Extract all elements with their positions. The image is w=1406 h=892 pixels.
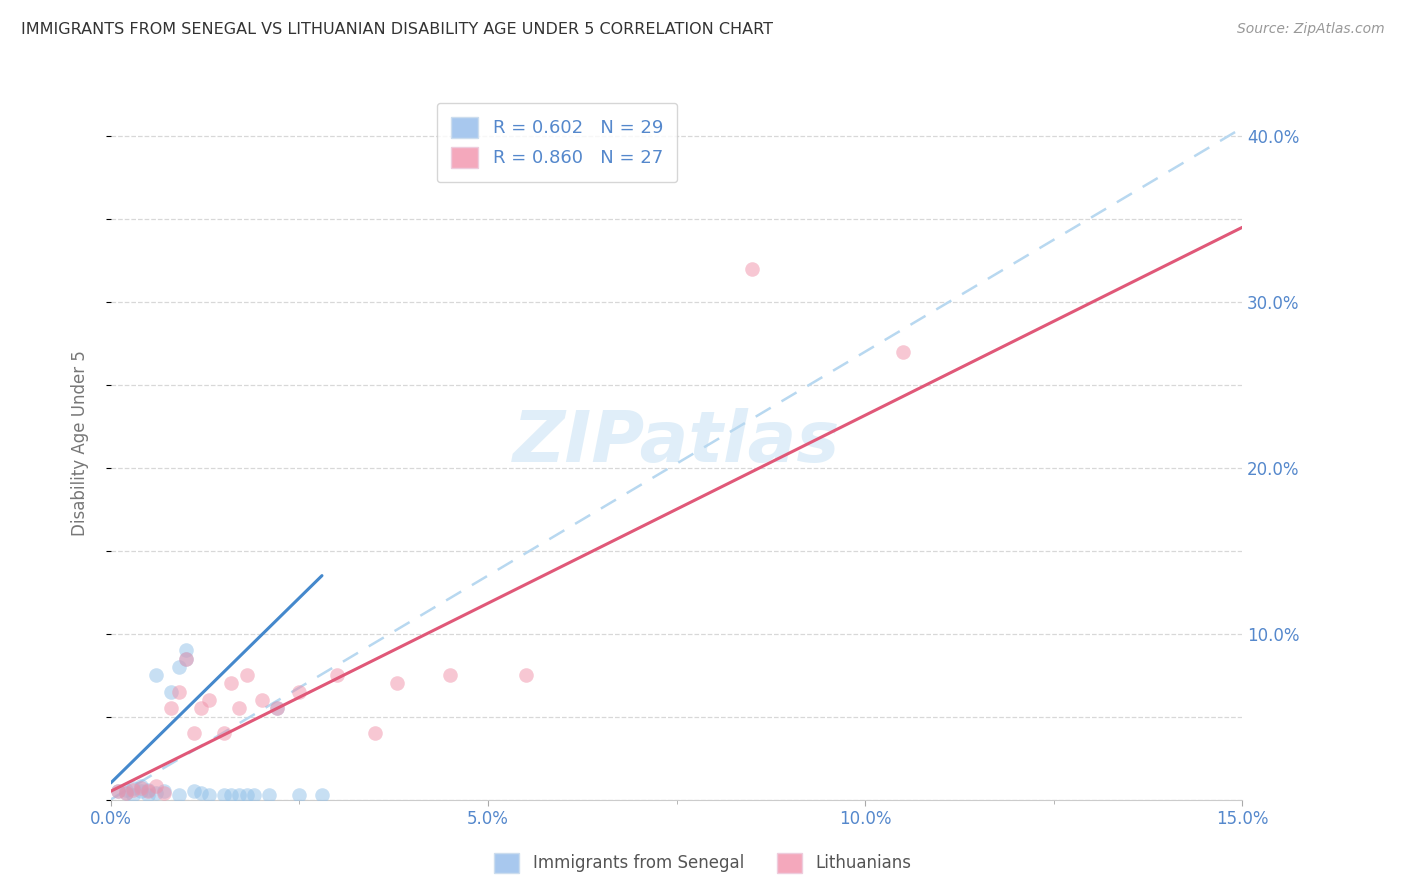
Point [183, 726, 205, 740]
Point [891, 344, 914, 359]
Point [167, 684, 190, 698]
Point [741, 261, 763, 276]
Legend: Immigrants from Senegal, Lithuanians: Immigrants from Senegal, Lithuanians [488, 847, 918, 880]
Point [174, 651, 197, 665]
Point [107, 784, 129, 798]
Point [122, 782, 145, 797]
Point [145, 779, 167, 793]
Point [122, 780, 145, 795]
Point [129, 780, 152, 795]
Point [228, 788, 250, 802]
Point [160, 684, 183, 698]
Point [115, 786, 138, 800]
Point [115, 786, 138, 800]
Point [190, 786, 212, 800]
Point [266, 701, 288, 715]
Text: Source: ZipAtlas.com: Source: ZipAtlas.com [1237, 22, 1385, 37]
Point [138, 782, 160, 797]
Point [387, 676, 409, 690]
Legend: R = 0.602   N = 29, R = 0.860   N = 27: R = 0.602 N = 29, R = 0.860 N = 27 [437, 103, 678, 182]
Point [167, 788, 190, 802]
Point [145, 786, 167, 800]
Point [221, 788, 243, 802]
Point [250, 693, 273, 707]
Point [167, 660, 190, 674]
Point [190, 701, 212, 715]
Point [107, 784, 129, 798]
Text: ZIPatlas: ZIPatlas [513, 409, 841, 477]
Y-axis label: Disability Age Under 5: Disability Age Under 5 [72, 350, 89, 536]
Point [174, 651, 197, 665]
Point [122, 788, 145, 802]
Point [174, 643, 197, 657]
Point [228, 701, 250, 715]
Point [198, 693, 221, 707]
Point [183, 784, 205, 798]
Point [257, 788, 280, 802]
Point [152, 784, 174, 798]
Point [129, 779, 152, 793]
Point [212, 788, 235, 802]
Point [198, 788, 221, 802]
Point [288, 684, 311, 698]
Point [311, 788, 333, 802]
Point [138, 784, 160, 798]
Point [145, 668, 167, 682]
Point [243, 788, 266, 802]
Point [364, 726, 387, 740]
Point [221, 676, 243, 690]
Point [129, 784, 152, 798]
Text: IMMIGRANTS FROM SENEGAL VS LITHUANIAN DISABILITY AGE UNDER 5 CORRELATION CHART: IMMIGRANTS FROM SENEGAL VS LITHUANIAN DI… [21, 22, 773, 37]
Point [160, 701, 183, 715]
Point [515, 668, 537, 682]
Point [439, 668, 461, 682]
Point [235, 668, 257, 682]
Point [138, 788, 160, 802]
Point [288, 788, 311, 802]
Point [266, 701, 288, 715]
Point [115, 782, 138, 797]
Point [235, 788, 257, 802]
Point [212, 726, 235, 740]
Point [326, 668, 349, 682]
Point [152, 786, 174, 800]
